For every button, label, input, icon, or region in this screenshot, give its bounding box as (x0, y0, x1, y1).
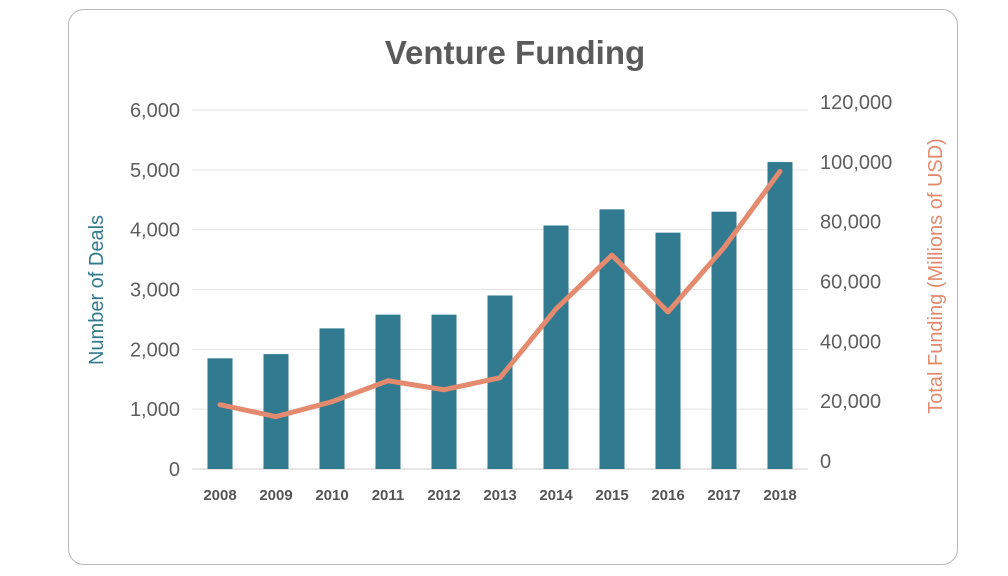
x-tick-label: 2008 (203, 487, 236, 504)
bar-2016 (655, 232, 681, 469)
line-series (217, 168, 783, 420)
left-axis-ticks: 0 1,000 2,000 3,000 4,000 5,000 6,000 (130, 100, 180, 481)
bar-2015 (599, 209, 625, 469)
bar-2009 (263, 354, 289, 469)
x-axis-ticks: 2008 2009 2010 2011 2012 2013 2014 2015 2016 2017… (203, 487, 796, 504)
x-tick-label: 2012 (427, 487, 460, 504)
chart-title: Venture Funding (385, 34, 645, 71)
right-tick-label: 120,000 (820, 92, 892, 114)
bar-2008 (207, 358, 233, 469)
left-tick-label: 0 (169, 459, 180, 481)
x-tick-label: 2009 (259, 487, 292, 504)
x-tick-label: 2018 (763, 487, 796, 504)
x-tick-label: 2011 (372, 487, 405, 504)
left-tick-label: 5,000 (130, 160, 180, 182)
bar-2013 (487, 295, 513, 469)
bar-2011 (375, 314, 401, 469)
x-tick-label: 2014 (539, 487, 573, 504)
chart-card (68, 9, 958, 565)
bar-2018 (767, 162, 793, 469)
right-tick-label: 80,000 (820, 212, 881, 234)
x-tick-label: 2017 (707, 487, 740, 504)
funding-line (217, 168, 783, 420)
right-tick-label: 100,000 (820, 152, 892, 174)
right-tick-label: 0 (820, 451, 831, 473)
left-axis-label: Number of Deals (86, 215, 108, 365)
left-tick-label: 2,000 (130, 339, 180, 361)
bar-2014 (543, 225, 569, 469)
x-tick-label: 2016 (651, 487, 684, 504)
x-tick-label: 2010 (315, 487, 348, 504)
right-tick-label: 60,000 (820, 272, 881, 294)
bar-series (207, 162, 793, 469)
right-axis-ticks: 0 20,000 40,000 60,000 80,000 100,000 120,000 (820, 92, 892, 473)
right-axis-label: Total Funding (Millions of USD) (925, 138, 947, 414)
left-tick-label: 6,000 (130, 100, 180, 122)
left-tick-label: 4,000 (130, 220, 180, 242)
x-tick-label: 2013 (483, 487, 516, 504)
right-tick-label: 20,000 (820, 391, 881, 413)
x-tick-label: 2015 (595, 487, 628, 504)
right-tick-label: 40,000 (820, 331, 881, 353)
left-tick-label: 3,000 (130, 280, 180, 302)
left-tick-label: 1,000 (130, 399, 180, 421)
